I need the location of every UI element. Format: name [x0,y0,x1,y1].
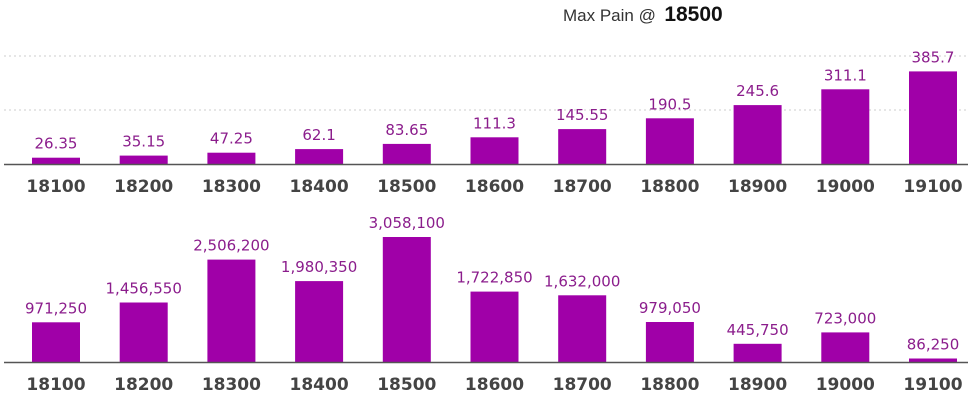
bar-value-label: 971,250 [25,299,87,317]
bar-value-label: 1,722,850 [456,269,532,287]
bar-18900 [733,105,782,164]
x-tick-label: 18200 [114,375,173,395]
oi-chart: 971,250 18100 1,456,550 18200 2,506,200 18300… [4,214,968,395]
bar-18400 [295,281,344,362]
bar-value-label: 311.1 [824,66,867,84]
bar-18200 [119,302,168,362]
bar-value-label: 245.6 [736,82,779,100]
bar-18600 [470,137,519,164]
bar-18300 [207,259,256,362]
bar-value-label: 26.35 [35,135,78,153]
bar-18800 [645,322,694,362]
bar-18500 [382,143,431,164]
bar-value-label: 723,000 [814,309,876,327]
x-tick-label: 18300 [202,375,261,395]
x-tick-label: 18800 [640,177,699,197]
premium-chart: 26.35 18100 35.15 18200 47.25 18300 62.1 18400 8… [4,48,968,197]
bar-18200 [119,155,168,164]
bar-18300 [207,152,256,164]
x-tick-label: 18600 [465,177,524,197]
bar-18800 [645,118,694,164]
bar-18100 [32,157,80,164]
x-tick-label: 18900 [728,177,787,197]
bar-value-label: 3,058,100 [369,214,445,232]
max-pain-label: Max Pain @ [563,6,656,25]
bar-value-label: 445,750 [727,321,789,339]
bar-18700 [558,295,607,362]
bar-18900 [733,343,782,362]
bar-19100 [909,71,957,164]
bar-value-label: 979,050 [639,299,701,317]
bar-19000 [821,332,870,362]
bar-value-label: 47.25 [210,130,253,148]
x-tick-label: 18700 [553,177,612,197]
x-tick-label: 19100 [903,375,962,395]
bar-value-label: 86,250 [907,336,960,354]
max-pain-value: 18500 [664,3,723,26]
x-tick-label: 18100 [26,375,85,395]
x-tick-label: 18700 [553,375,612,395]
x-tick-label: 18400 [290,375,349,395]
x-tick-label: 19000 [816,375,875,395]
bar-18400 [295,149,344,164]
x-tick-label: 18600 [465,375,524,395]
bar-value-label: 111.3 [473,114,516,132]
bar-value-label: 35.15 [122,133,165,151]
bar-value-label: 145.55 [556,106,609,124]
bar-value-label: 1,456,550 [106,280,182,298]
x-tick-label: 18900 [728,375,787,395]
x-tick-label: 19000 [816,177,875,197]
bar-18500 [382,237,431,362]
bar-19100 [909,358,957,362]
bar-value-label: 1,632,000 [544,272,620,290]
x-tick-label: 18400 [290,177,349,197]
bar-value-label: 83.65 [385,121,428,139]
bar-value-label: 190.5 [648,95,691,113]
bar-18100 [32,322,80,362]
x-tick-label: 18500 [377,375,436,395]
bar-18700 [558,129,607,164]
bar-value-label: 2,506,200 [193,237,269,255]
x-tick-label: 18100 [26,177,85,197]
bar-value-label: 62.1 [302,126,335,144]
chart-title: Max Pain @ 18500 [0,3,977,29]
x-tick-label: 18300 [202,177,261,197]
bar-value-label: 385.7 [912,48,955,66]
bar-19000 [821,89,870,164]
bar-18600 [470,291,519,362]
bar-value-label: 1,980,350 [281,258,357,276]
x-tick-label: 18500 [377,177,436,197]
x-tick-label: 18200 [114,177,173,197]
x-tick-label: 18800 [640,375,699,395]
x-tick-label: 19100 [903,177,962,197]
